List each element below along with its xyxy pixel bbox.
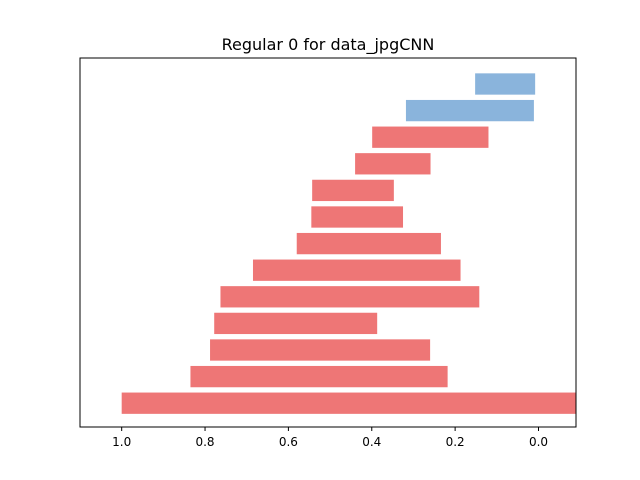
chart-title: Regular 0 for data_jpgCNN bbox=[222, 35, 435, 55]
x-tick-label: 0.2 bbox=[446, 435, 465, 449]
bar bbox=[121, 392, 577, 414]
bar bbox=[355, 153, 431, 175]
bar bbox=[296, 232, 441, 255]
bar bbox=[220, 286, 480, 308]
bar bbox=[475, 73, 536, 95]
bars-group bbox=[121, 73, 577, 414]
x-tick-label: 0.4 bbox=[362, 435, 381, 449]
plot-frame bbox=[79, 57, 577, 428]
bar bbox=[405, 99, 534, 122]
bar bbox=[372, 126, 489, 148]
x-tick-label: 1.0 bbox=[112, 435, 131, 449]
x-tick-label: 0.0 bbox=[529, 435, 548, 449]
bar bbox=[252, 259, 461, 281]
bar bbox=[190, 365, 448, 388]
bar bbox=[214, 312, 378, 335]
bar bbox=[312, 179, 394, 202]
x-tick-label: 0.8 bbox=[195, 435, 214, 449]
bar bbox=[311, 206, 404, 228]
bar bbox=[210, 339, 431, 361]
x-tick-label: 0.6 bbox=[279, 435, 298, 449]
x-axis: 1.0 0.8 0.6 0.4 0.2 0.0 bbox=[112, 427, 548, 449]
